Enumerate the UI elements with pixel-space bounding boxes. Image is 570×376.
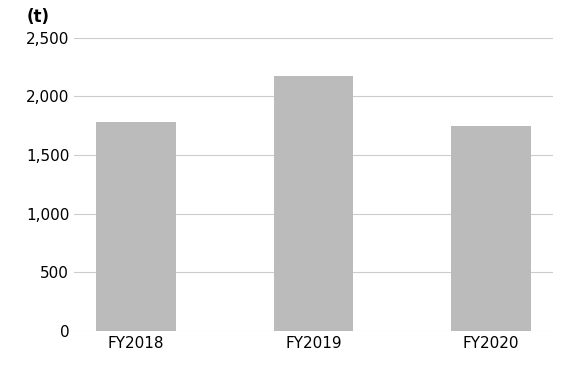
Text: (t): (t) (26, 8, 49, 26)
Bar (451, 126, 531, 331)
Bar (96, 122, 176, 331)
Bar (274, 76, 353, 331)
